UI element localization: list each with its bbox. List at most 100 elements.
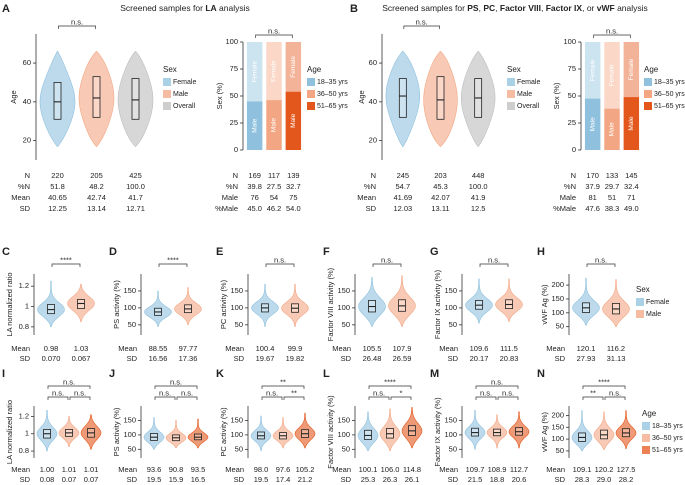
violin (460, 51, 496, 147)
bar-segment (584, 42, 601, 99)
sig-label: n.s. (266, 388, 278, 397)
bar-segment (246, 101, 263, 150)
stat-value: 42.74 (87, 193, 106, 202)
violin (358, 277, 386, 327)
violin (37, 280, 65, 328)
stat-value: 54.0 (286, 204, 301, 213)
y-tick-label: 40 (23, 97, 31, 106)
legend-swatch (507, 78, 515, 86)
stat-value: 26.48 (363, 354, 382, 363)
y-tick-label: 75 (568, 64, 576, 73)
y-tick-label: 100 (337, 303, 350, 312)
title-part: analysis (217, 3, 250, 13)
panel-letter: C (2, 246, 10, 258)
stat-value: 0.070 (42, 354, 61, 363)
y-axis-label: Factor IX activity (%) (433, 269, 442, 339)
stat-value: 12.25 (48, 204, 67, 213)
legend-swatch (644, 102, 652, 110)
sig-label: n.s. (480, 388, 492, 397)
sig-label: n.s. (609, 388, 621, 397)
stat-value: 105.2 (296, 465, 315, 474)
violin (144, 290, 172, 327)
bar-segment (285, 91, 302, 150)
panel-letter: I (2, 368, 5, 380)
stat-value: 112.7 (510, 465, 528, 474)
stat-value: 19.67 (256, 354, 275, 363)
stat-value: 97.77 (179, 344, 198, 353)
panel-letter: K (216, 368, 224, 380)
stat-label: Mean (225, 465, 244, 474)
stat-value: 0.067 (72, 354, 91, 363)
legend-swatch (644, 90, 652, 98)
stat-value: 21.5 (468, 475, 483, 484)
stat-label: Mean (11, 193, 30, 202)
segment-label: Female (628, 58, 635, 80)
stat-label: SD (341, 354, 352, 363)
y-tick-label: 50 (449, 320, 457, 329)
legend-title: Age (644, 65, 659, 74)
bar-segment (604, 42, 620, 109)
stat-value: 1.01 (62, 465, 77, 474)
violin (36, 410, 58, 452)
stat-value: 0.98 (44, 344, 59, 353)
legend-swatch (642, 434, 650, 442)
stat-label: Mean (546, 344, 565, 353)
stat-value: 108.9 (488, 465, 507, 474)
y-tick-label: 50 (235, 444, 243, 453)
bar-segment (266, 100, 282, 150)
violin (281, 283, 309, 327)
stat-label: Mean (332, 465, 351, 474)
legend-title: Sex (507, 65, 521, 74)
sig-label: n.s. (170, 377, 182, 386)
violin (251, 283, 279, 327)
y-tick-label: 100 (123, 303, 136, 312)
y-tick-label: 200 (551, 280, 564, 289)
sig-label: n.s. (52, 388, 64, 397)
sig-bracket (255, 34, 293, 38)
violin (508, 411, 530, 449)
stat-value: 46.2 (267, 204, 282, 213)
legend-label: 18–35 yrs (654, 79, 685, 86)
violin (465, 278, 493, 324)
sig-bracket (368, 385, 412, 389)
stat-label: Male (222, 193, 238, 202)
stat-value: 109.1 (573, 465, 592, 474)
sig-label: * (400, 388, 403, 397)
stat-value: 105.5 (363, 344, 382, 353)
sig-label: n.s. (488, 255, 500, 264)
y-axis-label: vWF Ag (%) (540, 284, 549, 325)
y-tick-label: 150 (230, 286, 243, 295)
stat-value: 99.9 (288, 344, 303, 353)
violin (385, 51, 421, 147)
stat-value: 31.13 (607, 354, 626, 363)
violin (357, 411, 379, 452)
stat-value: 81 (588, 193, 596, 202)
sig-bracket (582, 396, 604, 400)
title-part: PS (467, 3, 479, 13)
stat-value: 100.1 (359, 465, 378, 474)
stat-label: Mean (225, 344, 244, 353)
y-tick-label: 50 (556, 446, 564, 455)
violin (571, 410, 593, 452)
y-tick-label: 50 (128, 444, 136, 453)
sig-label: n.s. (606, 26, 618, 35)
stat-label: SD (127, 354, 138, 363)
stat-label: SD (448, 475, 459, 484)
stat-value: 107.9 (393, 344, 412, 353)
sig-bracket (497, 396, 519, 400)
title-part: Screened samples for (382, 3, 467, 13)
sig-label: n.s. (181, 388, 193, 397)
legend-swatch (163, 78, 171, 86)
segment-label: Male (628, 116, 635, 130)
y-tick-label: 100 (123, 430, 136, 439)
sig-label: n.s. (63, 377, 75, 386)
box (53, 82, 62, 120)
y-tick-label: 50 (568, 91, 576, 100)
stat-label: Mean (332, 344, 351, 353)
stat-label: N (571, 171, 576, 180)
box (398, 78, 407, 118)
stat-value: 75 (289, 193, 297, 202)
sig-bracket (475, 396, 497, 400)
sig-bracket (372, 263, 402, 267)
y-tick-label: 50 (342, 444, 350, 453)
